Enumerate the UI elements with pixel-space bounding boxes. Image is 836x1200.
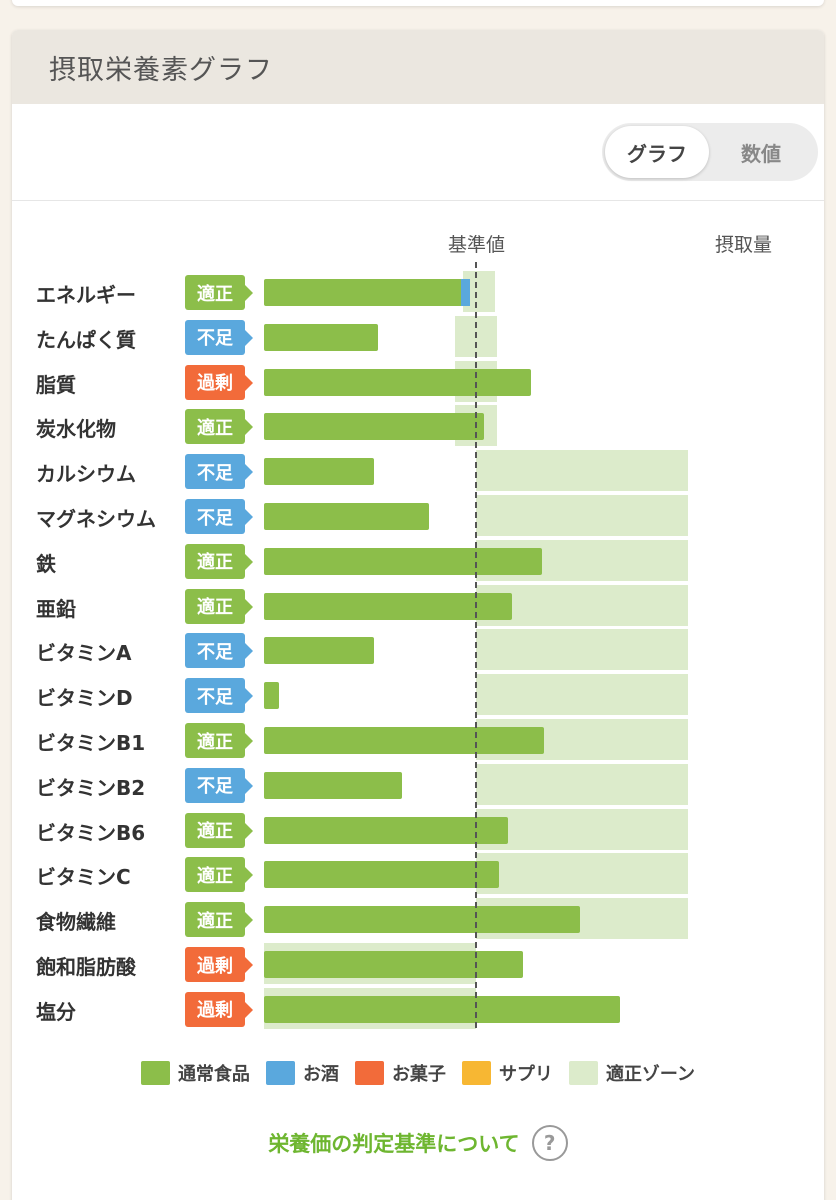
legend-label: お菓子: [391, 1064, 446, 1085]
optimal-zone: [476, 450, 688, 492]
intake-bar: [264, 413, 485, 441]
nutrient-name: 飽和脂肪酸: [36, 955, 136, 979]
view-toggle: グラフ 数値: [602, 123, 818, 181]
legend-item: 適正ゾーン: [568, 1060, 696, 1086]
nutrient-name: マグネシウム: [36, 507, 156, 531]
status-badge: 不足: [185, 767, 253, 803]
legend-label: 通常食品: [177, 1064, 250, 1085]
legend-swatch: [140, 1061, 170, 1085]
optimal-zone: [476, 763, 688, 805]
legend-swatch: [461, 1061, 491, 1085]
intake-bar: [264, 727, 544, 754]
nutrient-name: 塩分: [36, 999, 76, 1024]
legend-label: 適正ゾーン: [605, 1064, 696, 1085]
intake-bar: [264, 861, 500, 889]
status-badge: 適正: [185, 723, 253, 758]
optimal-zone: [476, 853, 688, 895]
intake-bar: [264, 279, 470, 306]
nutrient-name: 脂質: [36, 372, 76, 397]
nutrient-name: エネルギー: [36, 283, 136, 307]
legend-item: お酒: [265, 1060, 339, 1086]
nutrient-name: ビタミンB2: [36, 775, 146, 800]
status-badge: 適正: [185, 857, 253, 893]
number-view-button[interactable]: 数値: [741, 141, 781, 166]
nutrient-name: ビタミンB1: [36, 731, 146, 755]
intake-bar: [264, 816, 508, 844]
divider: [12, 200, 824, 201]
nutrient-name: 炭水化物: [36, 417, 116, 442]
intake-bar: [264, 592, 513, 620]
criteria-link-text[interactable]: 栄養価の判定基準について: [268, 1132, 520, 1156]
legend-swatch: [354, 1061, 384, 1085]
status-badge: 不足: [185, 678, 253, 714]
legend-item: サプリ: [461, 1060, 553, 1086]
legend-label: サプリ: [498, 1064, 553, 1085]
status-badge: 過剰: [185, 947, 253, 982]
status-badge: 適正: [185, 902, 253, 938]
legend-swatch: [568, 1061, 598, 1085]
intake-bar: [264, 368, 532, 396]
status-badge: 適正: [185, 588, 253, 624]
intake-header: 摂取量: [715, 234, 773, 256]
status-badge: 不足: [185, 633, 253, 669]
intake-bar: [264, 682, 279, 710]
nutrient-name: 食物繊維: [36, 910, 116, 935]
legend-label: お酒: [302, 1064, 339, 1085]
intake-bar: [264, 323, 379, 351]
nutrient-name: 亜鉛: [36, 596, 76, 621]
reference-line: [475, 262, 477, 1028]
card-header: 摂取栄養素グラフ: [12, 30, 824, 104]
status-badge: 過剰: [185, 991, 253, 1027]
nutrient-name: ビタミンA: [36, 641, 132, 666]
intake-bar: [264, 458, 375, 486]
criteria-link[interactable]: 栄養価の判定基準について ?: [12, 1125, 824, 1161]
legend-item: 通常食品: [140, 1060, 250, 1086]
status-badge: 適正: [185, 409, 253, 445]
optimal-zone: [476, 674, 688, 716]
legend: 通常食品 お酒 お菓子 サプリ 適正ゾーン: [12, 1060, 824, 1086]
status-badge: 不足: [185, 499, 253, 534]
nutrient-name: ビタミンD: [36, 686, 133, 711]
previous-card: [12, 0, 824, 6]
intake-bar: [264, 547, 542, 575]
reference-label: 基準値: [448, 234, 506, 256]
nutrient-name: 鉄: [36, 551, 56, 576]
intake-bar: [264, 951, 523, 978]
nutrient-name: ビタミンB6: [36, 820, 146, 845]
intake-bar: [264, 503, 430, 530]
nutrient-name: カルシウム: [36, 462, 136, 487]
nutrient-graph-card: 摂取栄養素グラフ グラフ 数値 基準値 摂取量 エネルギー適正2547kcalた…: [12, 30, 824, 1200]
card-title: 摂取栄養素グラフ: [49, 54, 273, 86]
optimal-zone: [476, 629, 688, 671]
status-badge: 過剰: [185, 364, 253, 400]
legend-item: お菓子: [354, 1060, 446, 1086]
alcohol-bar-segment: [461, 279, 470, 306]
nutrient-name: ビタミンC: [36, 865, 131, 890]
nutrient-name: たんぱく質: [36, 327, 136, 352]
status-badge: 適正: [185, 812, 253, 848]
intake-bar: [264, 771, 402, 799]
intake-bar: [264, 906, 580, 934]
legend-swatch: [265, 1061, 295, 1085]
optimal-zone: [476, 808, 688, 850]
status-badge: 適正: [185, 275, 253, 310]
graph-view-button[interactable]: グラフ: [605, 126, 709, 178]
status-badge: 不足: [185, 319, 253, 355]
intake-bar: [264, 995, 621, 1023]
optimal-zone: [476, 495, 688, 536]
status-badge: 不足: [185, 454, 253, 490]
intake-bar: [264, 637, 375, 665]
status-badge: 適正: [185, 543, 253, 579]
help-icon[interactable]: ?: [531, 1125, 568, 1161]
